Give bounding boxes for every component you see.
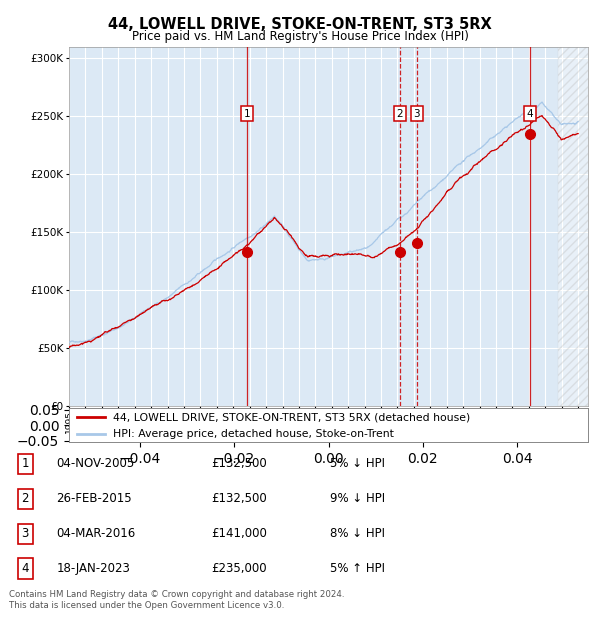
Text: 44, LOWELL DRIVE, STOKE-ON-TRENT, ST3 5RX: 44, LOWELL DRIVE, STOKE-ON-TRENT, ST3 5R… [108, 17, 492, 32]
Text: 3: 3 [22, 527, 29, 540]
Text: 4: 4 [526, 108, 533, 119]
Text: 9% ↓ HPI: 9% ↓ HPI [330, 492, 385, 505]
Text: 8% ↓ HPI: 8% ↓ HPI [330, 527, 385, 540]
Text: HPI: Average price, detached house, Stoke-on-Trent: HPI: Average price, detached house, Stok… [113, 428, 394, 438]
Text: 5% ↓ HPI: 5% ↓ HPI [330, 458, 385, 471]
Text: £132,500: £132,500 [211, 458, 266, 471]
Text: 2: 2 [22, 492, 29, 505]
Text: 44, LOWELL DRIVE, STOKE-ON-TRENT, ST3 5RX (detached house): 44, LOWELL DRIVE, STOKE-ON-TRENT, ST3 5R… [113, 412, 470, 422]
Text: 1: 1 [244, 108, 250, 119]
Bar [557, 46, 595, 406]
Text: 5% ↑ HPI: 5% ↑ HPI [330, 562, 385, 575]
Text: £132,500: £132,500 [211, 492, 266, 505]
Text: £141,000: £141,000 [211, 527, 267, 540]
Text: 3: 3 [413, 108, 420, 119]
Text: 26-FEB-2015: 26-FEB-2015 [56, 492, 132, 505]
Text: 18-JAN-2023: 18-JAN-2023 [56, 562, 130, 575]
Text: 04-NOV-2005: 04-NOV-2005 [56, 458, 135, 471]
Text: Contains HM Land Registry data © Crown copyright and database right 2024.
This d: Contains HM Land Registry data © Crown c… [9, 590, 344, 609]
Text: £235,000: £235,000 [211, 562, 266, 575]
Text: Price paid vs. HM Land Registry's House Price Index (HPI): Price paid vs. HM Land Registry's House … [131, 30, 469, 43]
Text: 04-MAR-2016: 04-MAR-2016 [56, 527, 136, 540]
Text: 4: 4 [22, 562, 29, 575]
Text: 1: 1 [22, 458, 29, 471]
Text: 2: 2 [397, 108, 403, 119]
